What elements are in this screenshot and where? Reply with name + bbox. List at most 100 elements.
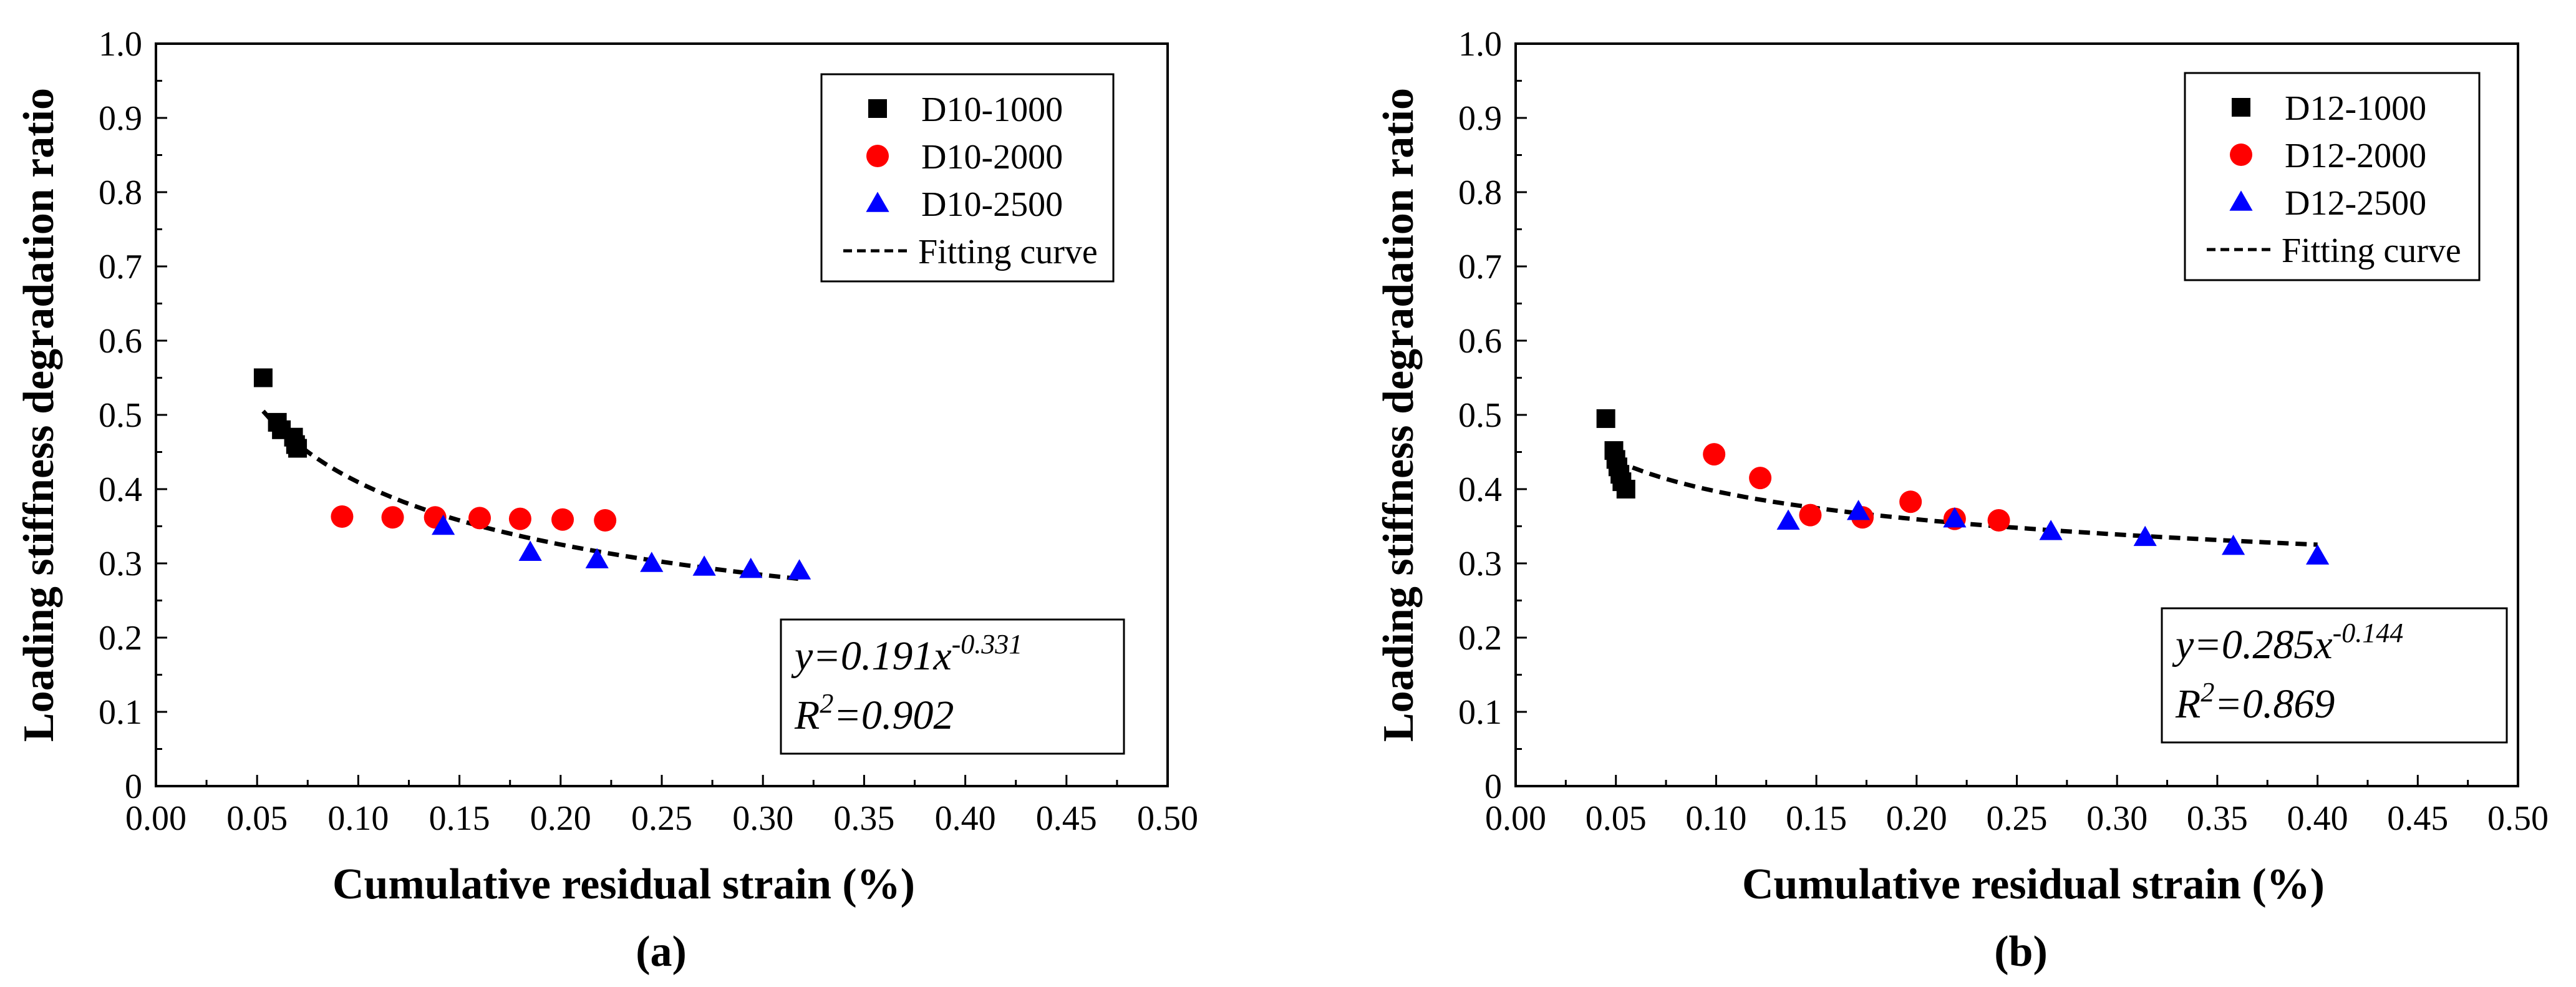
x-tick-label: 0.30 (2086, 799, 2147, 838)
x-tick-label: 0.20 (530, 799, 591, 838)
legend-marker-circle (2230, 143, 2252, 166)
x-axis-title: Cumulative residual strain (%) (332, 860, 915, 908)
y-tick-label: 0.8 (99, 173, 142, 212)
y-tick-label: 0.8 (1458, 173, 1502, 212)
x-tick-label: 0.05 (226, 799, 288, 838)
y-axis-title: Loading stiffness degradation ratio (15, 88, 63, 742)
y-tick-label: 0.4 (1458, 470, 1502, 509)
data-point (1899, 490, 1922, 513)
r-squared: R2=0.902 (794, 688, 954, 738)
data-point (468, 507, 491, 530)
data-point (1943, 507, 1967, 528)
data-point (787, 559, 811, 580)
x-tick-label: 0.25 (1987, 799, 2048, 838)
x-tick-label: 0.00 (1485, 799, 1546, 838)
data-point (1749, 467, 1772, 490)
x-tick-label: 0.40 (935, 799, 996, 838)
legend-marker-square (868, 99, 887, 118)
legend-label: D12-2500 (2285, 184, 2426, 223)
data-point (288, 439, 307, 458)
equation-frame (2161, 607, 2508, 744)
data-point (432, 514, 455, 535)
series-D10-1000 (253, 368, 307, 458)
data-point (1596, 409, 1615, 428)
chart-panel-b: 0.00 0.05 0.10 0.15 0.20 0.25 0.30 0.35 0.40 0.45… (1375, 25, 2549, 976)
data-point (594, 508, 617, 532)
x-tick-label: 0.35 (2187, 799, 2248, 838)
legend-marker-triangle (2229, 190, 2253, 211)
x-axis-title: Cumulative residual strain (%) (1742, 860, 2325, 908)
x-tick-label: 0.30 (732, 799, 793, 838)
y-tick-label: 0.5 (99, 396, 142, 435)
x-tick-label: 0.25 (631, 799, 692, 838)
x-tick-label: 0.10 (1685, 799, 1746, 838)
x-tick-label: 0.35 (833, 799, 894, 838)
data-point (381, 506, 404, 529)
x-tick-label: 0.45 (1036, 799, 1097, 838)
legend-label: D12-2000 (2285, 137, 2426, 175)
series-D12-2500 (1776, 500, 2330, 565)
fitting-curve (1615, 458, 2318, 547)
y-tick-label: 0.7 (99, 248, 142, 286)
legend-label: D12-1000 (2285, 89, 2426, 128)
y-tick-label: 0.1 (1458, 693, 1502, 732)
data-point (253, 368, 273, 387)
x-tick-label: 0.40 (2287, 799, 2348, 838)
x-tick-label: 0.20 (1886, 799, 1947, 838)
y-tick-label: 0 (1484, 767, 1502, 806)
y-tick-label: 0.6 (99, 322, 142, 361)
series-D10-2500 (432, 514, 811, 580)
y-tick-label: 0.9 (99, 99, 142, 138)
data-point (2039, 520, 2063, 540)
legend-label: D10-2000 (921, 138, 1063, 177)
data-point (1616, 480, 1635, 498)
y-tick-label: 0 (125, 767, 142, 806)
x-tick-label: 0.00 (125, 799, 186, 838)
fit-equation: y=0.191x-0.331 (791, 629, 1022, 679)
legend-label: D10-1000 (921, 90, 1063, 129)
fit-equation: y=0.285x-0.144 (2172, 618, 2403, 668)
y-tick-label: 0.4 (99, 470, 142, 509)
x-tick-label: 0.10 (327, 799, 389, 838)
legend-marker-circle (866, 145, 889, 167)
data-point (640, 552, 664, 572)
legend: D12-1000 D12-2000 D12-2500 Fitting curve (2184, 72, 2481, 281)
x-tick-label: 0.05 (1586, 799, 1647, 838)
y-tick-label: 0.2 (99, 619, 142, 658)
legend-marker-triangle (866, 192, 889, 212)
panel-label: (b) (1994, 928, 2048, 976)
data-point (1776, 509, 1800, 530)
data-point (2306, 544, 2330, 565)
legend: D10-1000 D10-2000 D10-2500 Fitting curve (820, 73, 1115, 283)
y-tick-label: 0.1 (99, 693, 142, 732)
legend-label: Fitting curve (2282, 231, 2461, 270)
data-point (585, 548, 609, 568)
legend-label: Fitting curve (918, 233, 1098, 271)
data-point (1799, 503, 1822, 527)
x-tick-label: 0.50 (2487, 799, 2549, 838)
y-tick-label: 0.6 (1458, 322, 1502, 361)
equation-frame (780, 618, 1125, 755)
data-point (1846, 500, 1871, 520)
y-axis-title: Loading stiffness degradation ratio (1375, 88, 1423, 742)
x-tick-label: 0.50 (1137, 799, 1198, 838)
data-point (1987, 508, 2010, 532)
data-point (518, 540, 542, 561)
x-tick-label: 0.45 (2387, 799, 2448, 838)
data-point (331, 505, 354, 528)
legend-label: D10-2500 (921, 185, 1063, 224)
r-squared: R2=0.869 (2175, 677, 2335, 727)
data-point (1703, 443, 1726, 466)
y-tick-label: 0.5 (1458, 396, 1502, 435)
x-tick-label: 0.15 (429, 799, 490, 838)
data-point (2133, 525, 2157, 547)
legend-marker-square (2232, 98, 2250, 117)
equation-box: y=0.285x-0.144 R2=0.869 (2161, 607, 2508, 744)
data-point (551, 508, 574, 531)
y-tick-label: 0.9 (1458, 99, 1502, 138)
panel-label: (a) (636, 928, 687, 976)
data-point (692, 555, 716, 576)
y-tick-label: 0.2 (1458, 619, 1502, 658)
fitting-curve (261, 409, 800, 581)
data-point (739, 557, 763, 578)
